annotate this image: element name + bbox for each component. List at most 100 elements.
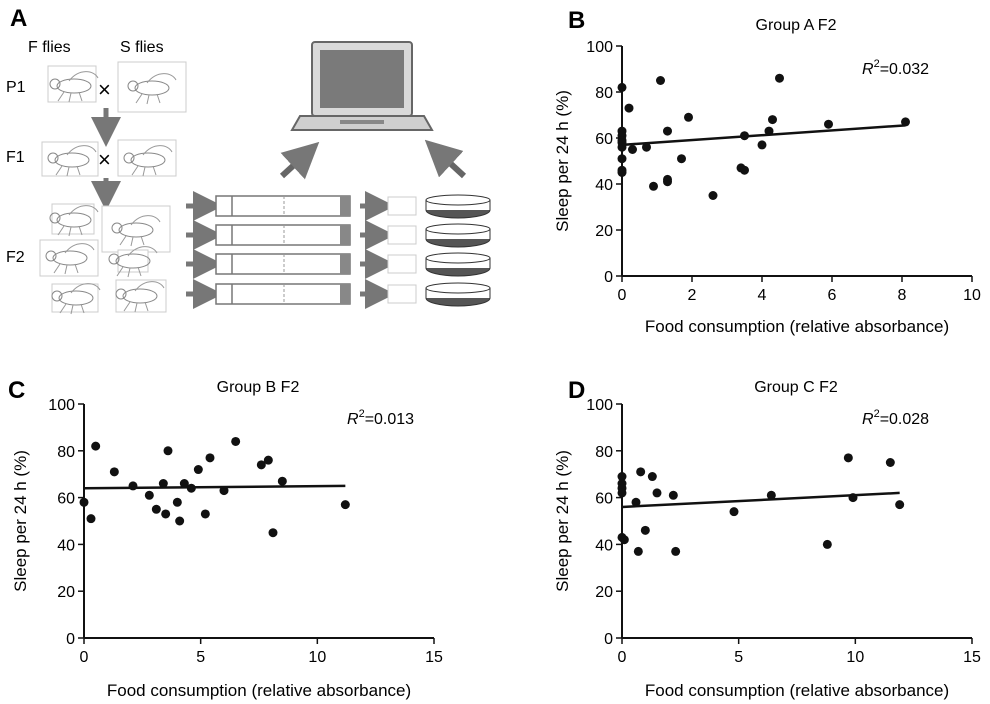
- data-point: [172, 497, 182, 507]
- regression-line: [621, 491, 900, 509]
- x-tick-label: 10: [308, 649, 326, 666]
- data-point: [619, 535, 629, 545]
- activity-tube-icon: [215, 253, 351, 275]
- data-point: [895, 500, 905, 510]
- panel-letter: D: [568, 377, 585, 404]
- y-tick-label: 60: [595, 491, 613, 508]
- y-tick-label: 0: [66, 631, 75, 648]
- data-point: [671, 546, 681, 556]
- fly-icon: [387, 254, 417, 274]
- fly-icon: [387, 196, 417, 216]
- data-point: [663, 177, 672, 187]
- fly-icon: [117, 139, 177, 177]
- row-label-p1: P1: [6, 79, 26, 96]
- data-point: [656, 76, 665, 85]
- data-point: [901, 117, 910, 127]
- data-point: [640, 525, 650, 535]
- data-point: [617, 168, 627, 177]
- x-tick-label: 6: [828, 287, 837, 304]
- fly-icon: [387, 284, 417, 304]
- y-tick-label: 80: [57, 444, 75, 461]
- data-point: [663, 126, 672, 136]
- data-point: [642, 142, 651, 152]
- data-point: [175, 516, 185, 526]
- panel-letter: C: [8, 377, 25, 404]
- activity-tube-icon: [215, 224, 351, 246]
- col-label-s-flies: S flies: [120, 39, 164, 56]
- x-tick-label: 0: [618, 649, 627, 666]
- data-point: [636, 467, 646, 477]
- y-tick-label: 100: [586, 39, 613, 56]
- y-tick-label: 60: [57, 491, 75, 508]
- cross-symbol-f1: ×: [98, 147, 111, 172]
- data-point: [617, 472, 627, 482]
- data-point: [193, 465, 203, 475]
- data-point: [668, 490, 678, 500]
- data-point: [649, 181, 658, 191]
- regression-line: [83, 484, 346, 490]
- x-tick-label: 0: [80, 649, 89, 666]
- data-point: [179, 479, 189, 489]
- data-point: [843, 453, 853, 463]
- y-tick-label: 20: [595, 584, 613, 601]
- data-point: [677, 154, 686, 164]
- x-tick-label: 5: [196, 649, 205, 666]
- data-point: [624, 103, 634, 113]
- chart-group-b-f2: C Group B F2 R2=0.013 0 20 40 60 80 100 0 5 10 15 Sle…: [8, 377, 443, 700]
- x-tick-label: 15: [425, 649, 443, 666]
- x-tick-label: 10: [846, 649, 864, 666]
- chart-title: Group B F2: [217, 379, 300, 396]
- x-tick-label: 0: [618, 287, 627, 304]
- data-point: [822, 539, 832, 549]
- data-point: [757, 140, 767, 150]
- fly-icon: [387, 225, 417, 245]
- data-point: [729, 507, 739, 517]
- y-tick-label: 60: [595, 131, 613, 148]
- x-axis-label: Food consumption (relative absorbance): [645, 317, 949, 336]
- data-point: [268, 528, 278, 538]
- y-tick-label: 100: [48, 397, 75, 414]
- data-point: [764, 126, 774, 136]
- fly-icon: [101, 205, 171, 253]
- petri-dish-icon: [425, 252, 491, 277]
- y-tick-label: 0: [604, 631, 613, 648]
- data-point: [766, 490, 776, 500]
- fly-icon: [51, 203, 95, 235]
- petri-dish-icon: [425, 223, 491, 248]
- activity-tube-icon: [215, 195, 351, 217]
- data-point: [775, 73, 784, 83]
- x-tick-label: 10: [963, 287, 981, 304]
- fly-icon: [117, 249, 149, 273]
- chart-title: Group C F2: [754, 379, 838, 396]
- data-point: [263, 455, 273, 465]
- y-tick-label: 100: [586, 397, 613, 414]
- data-point: [617, 82, 627, 92]
- y-tick-label: 80: [595, 85, 613, 102]
- r-squared-label: R2=0.032: [862, 58, 929, 78]
- y-axis-label: Sleep per 24 h (%): [553, 450, 572, 592]
- chart-group-c-f2: D Group C F2 R2=0.028 0 20 40 60 80 100 0 5 10 15 Sle…: [553, 377, 981, 700]
- y-tick-label: 40: [595, 537, 613, 554]
- data-point: [163, 446, 173, 456]
- col-label-f-flies: F flies: [28, 39, 71, 56]
- y-axis-label: Sleep per 24 h (%): [553, 90, 572, 232]
- data-point: [617, 154, 627, 164]
- x-tick-label: 15: [963, 649, 981, 666]
- data-point: [708, 191, 718, 200]
- data-point: [824, 119, 833, 129]
- row-label-f1: F1: [6, 149, 25, 166]
- data-point: [684, 112, 693, 122]
- x-tick-label: 2: [688, 287, 697, 304]
- data-point: [151, 504, 161, 514]
- panel-a: A F flies S flies P1 F1 F2 × ×: [6, 5, 491, 315]
- data-point: [631, 497, 641, 507]
- x-tick-label: 8: [898, 287, 907, 304]
- x-axis-label: Food consumption (relative absorbance): [107, 681, 411, 700]
- regression-line: [621, 124, 906, 147]
- fly-icon: [117, 61, 187, 113]
- chart-group-a-f2: B Group A F2 R2=0.032 0 20 40 60 80 100 0 2 4 6 8 10 Sl…: [553, 7, 981, 336]
- y-tick-label: 80: [595, 444, 613, 461]
- arrow-icon: [279, 141, 320, 180]
- data-point: [200, 509, 210, 519]
